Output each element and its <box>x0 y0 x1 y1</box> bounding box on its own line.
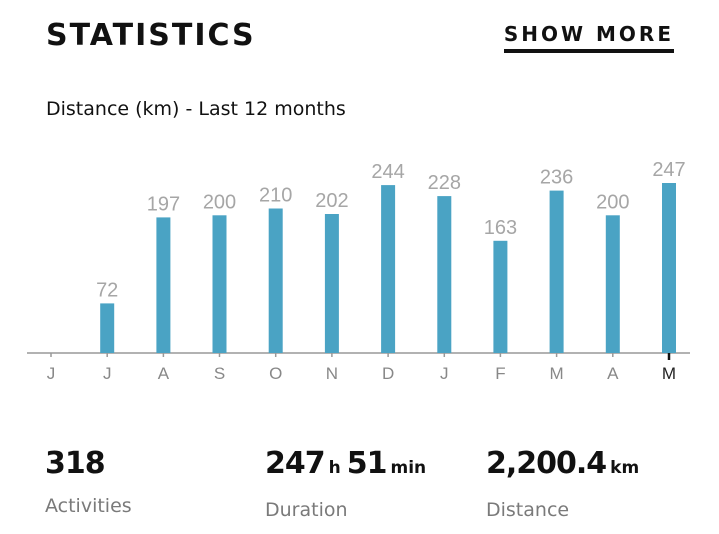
bar-9 <box>549 190 564 353</box>
duration-label: Duration <box>265 499 348 521</box>
stat-distance: 2,200.4 km Distance <box>486 444 645 524</box>
x-tick-label-3: S <box>214 364 225 383</box>
show-more-link[interactable]: SHOW MORE <box>503 20 674 53</box>
bar-7 <box>437 196 452 353</box>
distance-number: 2,200.4 <box>486 446 607 481</box>
bar-value-label-8: 163 <box>484 217 517 239</box>
bar-value-label-1: 72 <box>96 279 118 301</box>
x-tick-label-7: J <box>440 364 449 383</box>
x-tick-label-6: D <box>382 364 394 383</box>
distance-unit: km <box>610 458 640 478</box>
distance-bar-chart: J 72 J 197 A 200 S 210 O 202 N 244 D 228 J 163 F 236 M 200 A… <box>27 159 690 383</box>
bar-6 <box>381 185 396 353</box>
bar-4 <box>268 208 283 353</box>
duration-value: 247 h 51 min <box>265 444 432 488</box>
bar-11 <box>662 183 676 353</box>
duration-hours: 247 <box>265 446 326 481</box>
bar-5 <box>324 214 339 353</box>
bar-value-label-3: 200 <box>203 191 236 213</box>
x-tick-label-4: O <box>269 364 282 383</box>
bar-3 <box>212 215 227 353</box>
bar-value-label-2: 197 <box>147 193 180 215</box>
bar-value-label-10: 200 <box>596 191 629 213</box>
x-tick-label-10: A <box>607 364 619 383</box>
bar-2 <box>156 217 171 353</box>
bar-1 <box>100 303 115 353</box>
x-tick-label-0: J <box>47 364 56 383</box>
x-tick-label-8: F <box>495 364 505 383</box>
x-tick-label-11: M <box>662 364 676 383</box>
duration-minutes-unit: min <box>390 458 427 478</box>
stat-activities: 318 Activities <box>45 444 132 520</box>
x-tick-label-5: N <box>326 364 338 383</box>
duration-minutes: 51 <box>346 446 388 481</box>
bar-value-label-6: 244 <box>371 161 404 183</box>
page-title: STATISTICS <box>46 18 256 53</box>
x-tick-label-1: J <box>103 364 112 383</box>
activities-value: 318 <box>45 446 106 481</box>
bar-value-label-4: 210 <box>259 185 292 207</box>
bar-value-label-11: 247 <box>652 159 685 181</box>
x-tick-label-2: A <box>158 364 170 383</box>
bar-value-label-7: 228 <box>428 172 461 194</box>
stat-duration: 247 h 51 min Duration <box>265 444 432 524</box>
bar-value-label-5: 202 <box>315 190 348 212</box>
bar-value-label-9: 236 <box>540 167 573 189</box>
distance-label: Distance <box>486 499 570 521</box>
x-tick-label-9: M <box>550 364 564 383</box>
activities-label: Activities <box>45 495 132 517</box>
duration-hours-unit: h <box>328 458 341 478</box>
chart-title: Distance (km) - Last 12 months <box>46 98 346 120</box>
bar-10 <box>605 215 620 353</box>
distance-value: 2,200.4 km <box>486 444 645 488</box>
bar-8 <box>493 240 508 353</box>
